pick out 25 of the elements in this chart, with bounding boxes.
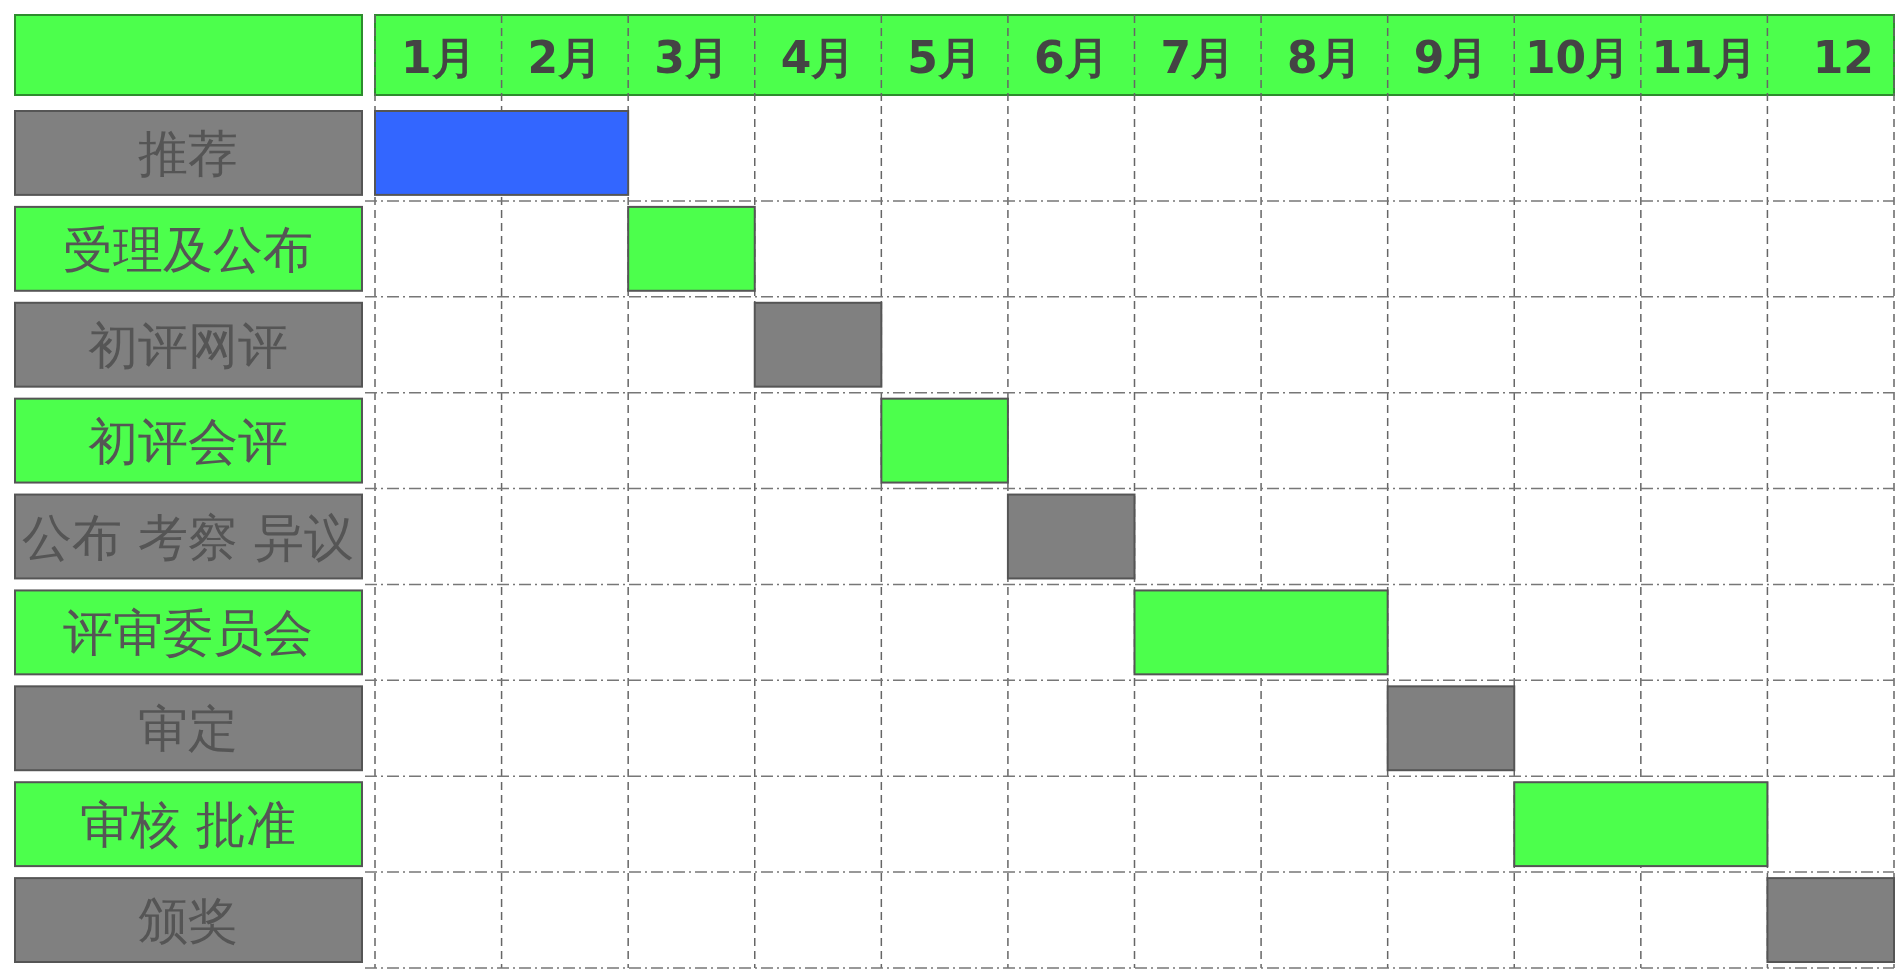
x-tick-label: 1月 bbox=[400, 32, 476, 83]
bar bbox=[1386, 685, 1516, 772]
y-tick-label: 评审委员会 bbox=[63, 604, 313, 663]
x-tick-label: 4月 bbox=[780, 32, 856, 83]
x-tick-label: 10月 bbox=[1524, 32, 1631, 83]
y-tick-label: 受理及公布 bbox=[63, 220, 313, 279]
bar bbox=[880, 397, 1009, 484]
x-tick-label: 11月 bbox=[1651, 32, 1757, 83]
y-tick-label: 审核 批准 bbox=[80, 796, 296, 855]
x-tick-label: 3月 bbox=[654, 32, 729, 83]
bar bbox=[1133, 589, 1389, 676]
x-tick-label: 6月 bbox=[1033, 32, 1109, 83]
x-tick-label: 9月 bbox=[1413, 32, 1489, 83]
bar bbox=[1006, 493, 1136, 580]
x-tick-label: 2月 bbox=[527, 32, 603, 83]
x-tick-label: 5月 bbox=[907, 32, 982, 83]
x-tick-label: 7月 bbox=[1160, 32, 1236, 83]
bar bbox=[753, 301, 883, 388]
bar bbox=[1513, 781, 1769, 868]
x-tick-label: 8月 bbox=[1287, 32, 1362, 83]
y-tick-label: 初评会评 bbox=[88, 412, 288, 471]
x-tick-label: 12 bbox=[1812, 32, 1874, 83]
bar bbox=[374, 110, 630, 196]
bar bbox=[627, 205, 756, 292]
bar bbox=[1766, 877, 1895, 963]
